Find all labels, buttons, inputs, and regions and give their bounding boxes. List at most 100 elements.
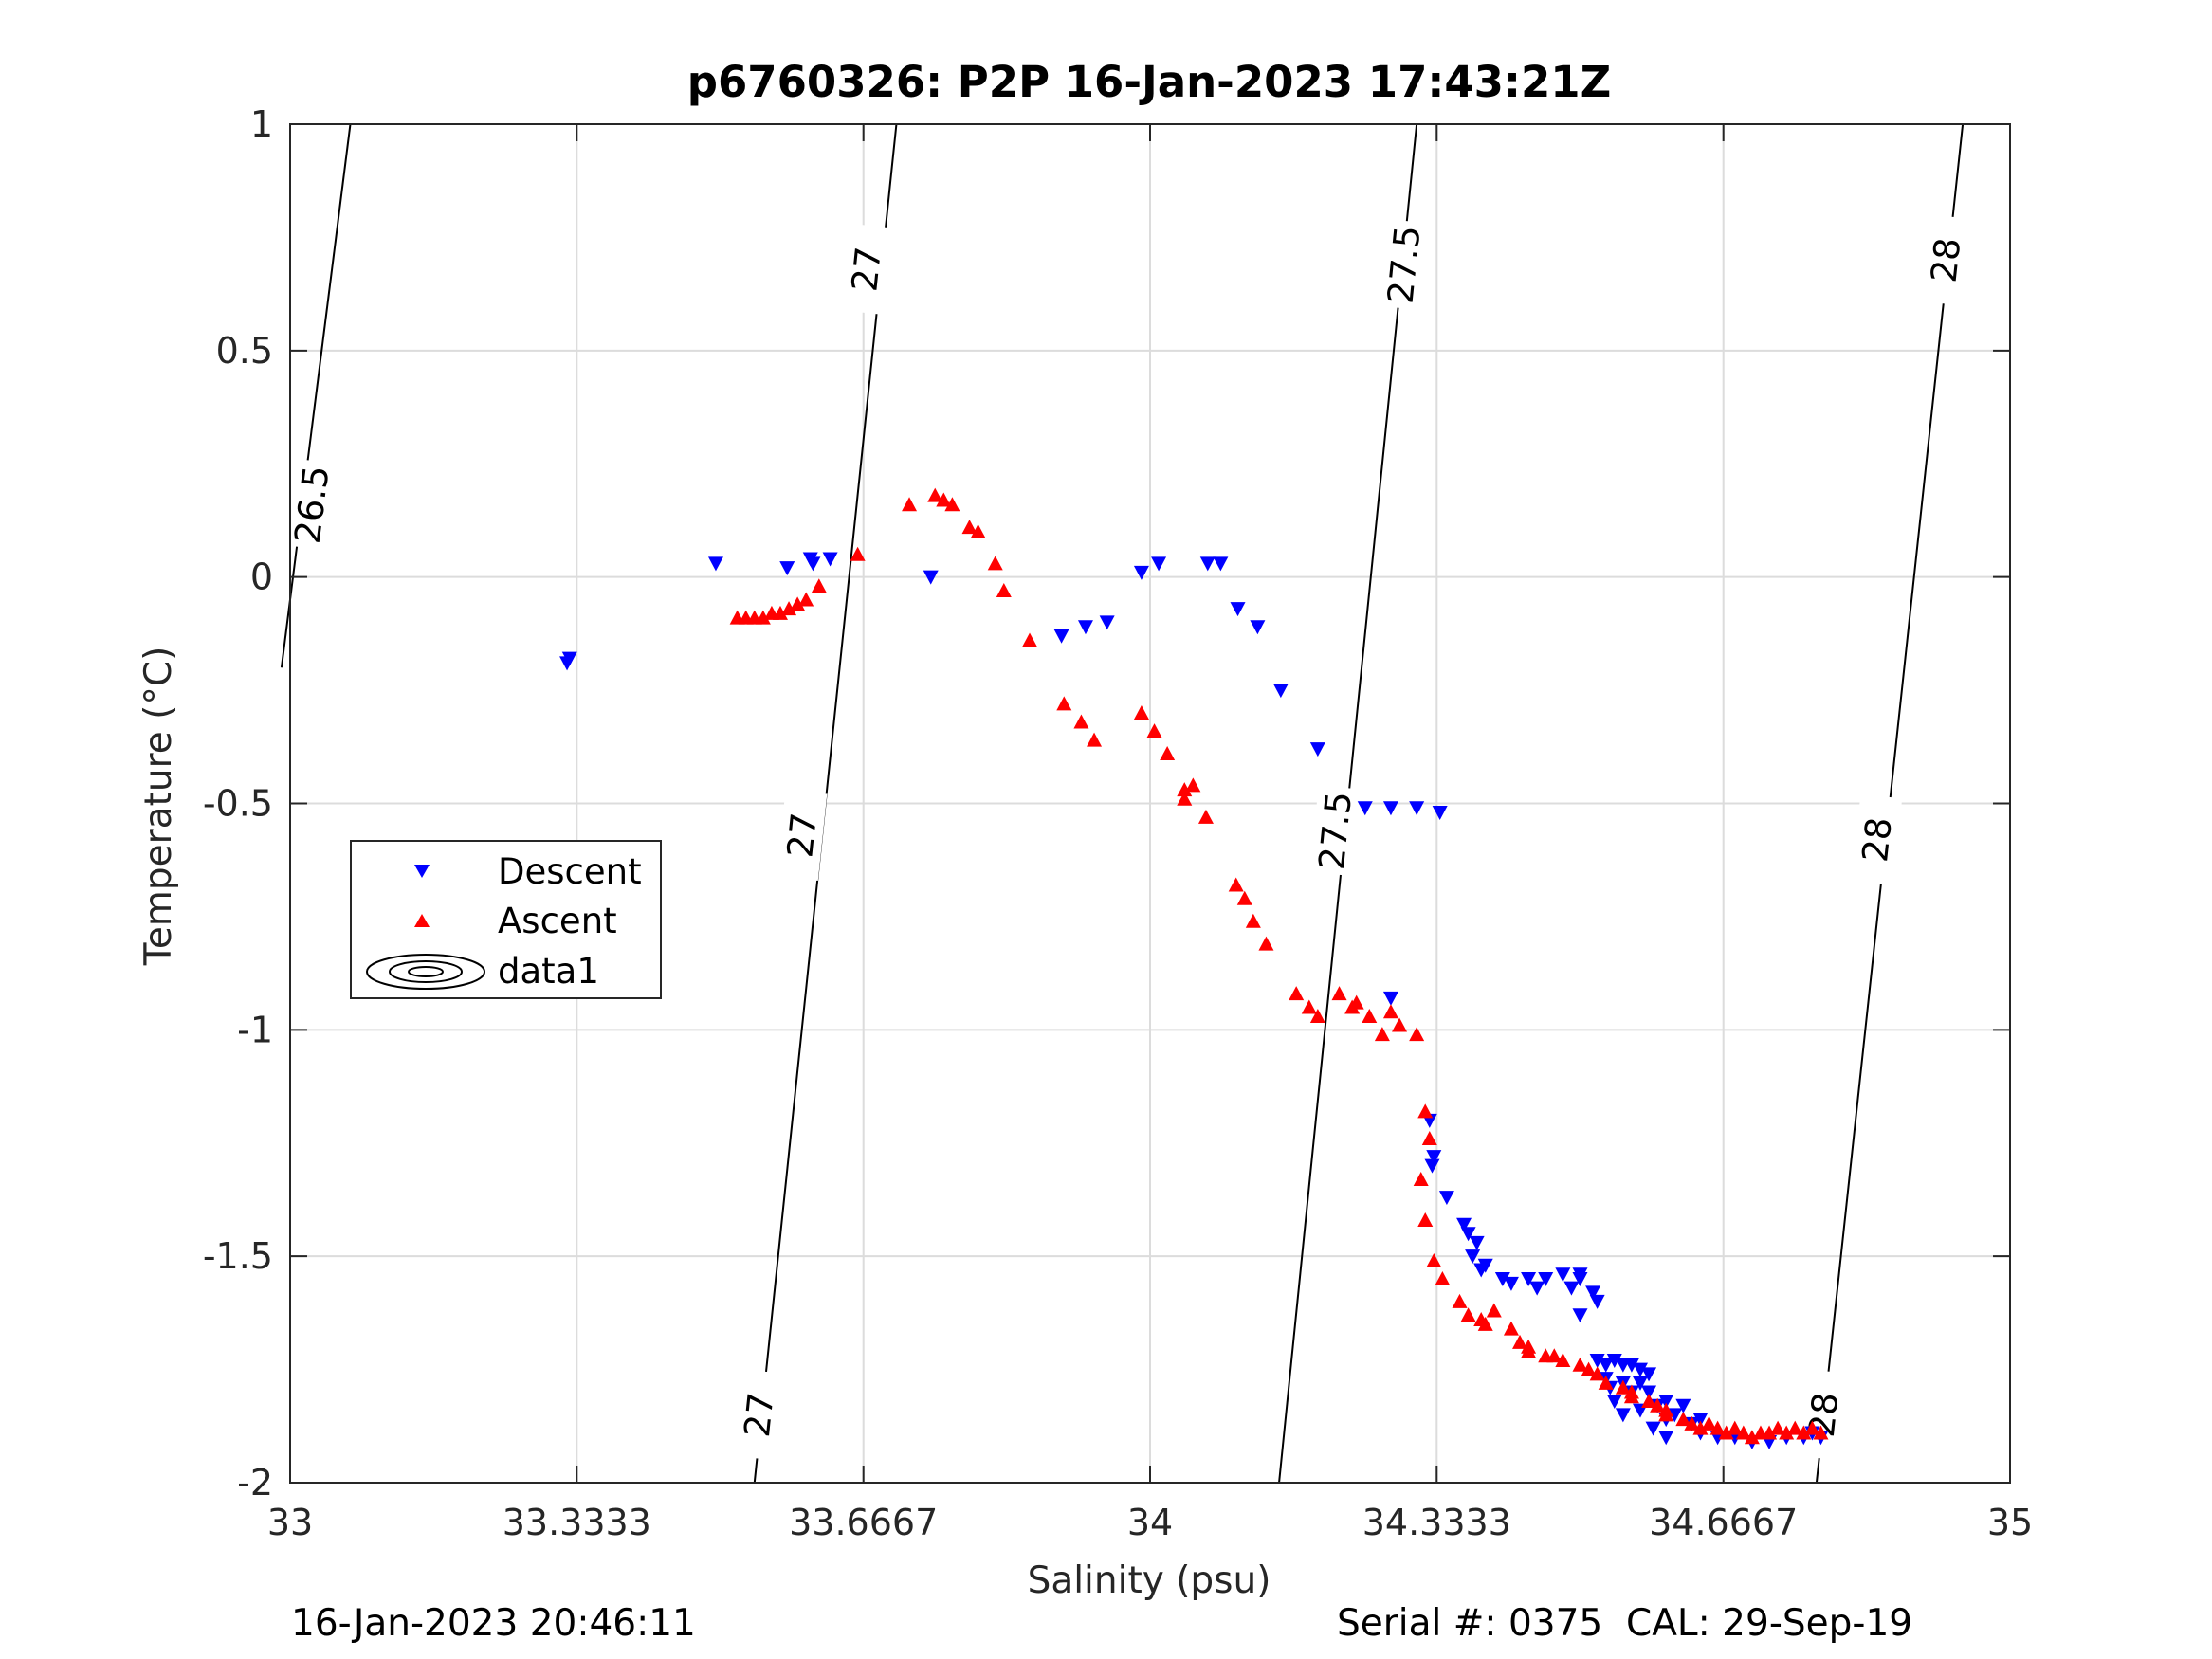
descent-point [1230, 602, 1246, 617]
y-tick-label: -0.5 [203, 783, 273, 825]
ascent-point [1460, 1307, 1476, 1322]
isopycnal-label-text: 27.5 [1311, 790, 1360, 871]
ascent-point [1073, 714, 1089, 729]
descent-point [1503, 1276, 1519, 1291]
descent-point [1424, 1158, 1440, 1174]
x-tick-label: 33.6667 [789, 1502, 938, 1543]
x-tick-label: 35 [1987, 1502, 2033, 1543]
isopycnal-label-bg [733, 1369, 784, 1461]
ascent-point [798, 592, 814, 607]
ascent-point [1417, 1212, 1434, 1227]
isopycnal-line [280, 123, 352, 668]
ascent-point [1521, 1343, 1537, 1358]
ascent-point [1392, 1017, 1408, 1032]
ascent-point [1185, 777, 1201, 793]
descent-point [1432, 806, 1448, 821]
x-tick-label: 34.6667 [1649, 1502, 1798, 1543]
descent-point [1641, 1367, 1657, 1382]
descent-point [1494, 1272, 1510, 1287]
grid [289, 123, 2011, 1484]
ascent-point [1477, 1316, 1493, 1331]
legend-data1-label: data1 [498, 951, 599, 992]
ascent-point [1160, 745, 1176, 760]
y-axis-label: Temperature (°C) [137, 647, 180, 967]
ascent-point [1589, 1366, 1605, 1381]
descent-point [1077, 620, 1093, 635]
descent-point [1658, 1431, 1674, 1446]
isopycnal-label-bg [285, 458, 338, 551]
descent-point [1213, 556, 1229, 572]
descent-point [1250, 620, 1266, 635]
ascent-point [1709, 1420, 1726, 1435]
descent-point [1357, 801, 1373, 816]
descent-point [1572, 1267, 1588, 1283]
isopycnal-label: 27 [841, 223, 892, 315]
isopycnal-label-text: 27.5 [1380, 224, 1429, 305]
legend-descent-label: Descent [498, 851, 642, 892]
ascent-point [755, 610, 771, 625]
isopycnal-label-bg [841, 223, 892, 315]
ascent-point [1309, 1009, 1325, 1024]
ascent-point [1177, 791, 1193, 806]
descent-point [1382, 991, 1398, 1006]
ascent-point [1236, 890, 1252, 905]
ascent-point [1413, 1171, 1429, 1186]
isopycnal-label: 28 [1920, 214, 1971, 306]
descent-point [707, 556, 723, 572]
descent-point [1409, 801, 1425, 816]
isopycnal-label: 26.5 [285, 458, 338, 551]
ascent-point [1452, 1293, 1468, 1308]
descent-point [1623, 1358, 1639, 1373]
ascent-point [1146, 723, 1162, 738]
data-points [559, 487, 1829, 1450]
isopycnal-label-bg [1851, 793, 1903, 885]
descent-point [802, 552, 818, 567]
descent-point [1438, 1191, 1454, 1206]
ascent-point [996, 582, 1012, 597]
ascent-point [1087, 732, 1103, 747]
descent-point [1473, 1263, 1490, 1278]
ascent-point [1362, 1009, 1378, 1024]
axis-ticks: 33 33.3333 33.6667 34 34.3333 34.6667 35 1 0.5 0 -… [203, 103, 2033, 1543]
descent-point [1426, 1150, 1442, 1165]
y-tick-label: -1 [237, 1009, 273, 1050]
ascent-point [811, 578, 827, 593]
ascent-point [1718, 1425, 1734, 1440]
descent-point [1521, 1272, 1537, 1287]
descent-point [1456, 1217, 1472, 1232]
ascent-point [1572, 1357, 1588, 1372]
ascent-point [970, 523, 986, 538]
ascent-point [927, 487, 943, 502]
ascent-point [1374, 1027, 1390, 1042]
ascent-point [936, 492, 952, 507]
ascent-point [1409, 1027, 1425, 1042]
ascent-point [987, 556, 1003, 571]
isopycnal-label: 27.5 [1379, 219, 1430, 311]
descent-point [1133, 565, 1149, 580]
descent-point [1641, 1385, 1657, 1400]
ascent-point [1382, 1004, 1398, 1019]
ascent-point [1348, 994, 1364, 1010]
ascent-point [1197, 809, 1214, 824]
descent-point [1199, 556, 1216, 572]
ascent-point [1762, 1425, 1778, 1440]
ascent-point [944, 497, 960, 512]
descent-point [1151, 556, 1167, 572]
y-tick-label: -2 [237, 1462, 273, 1504]
legend-ascent-label: Ascent [498, 901, 617, 941]
descent-point [1099, 615, 1115, 630]
ascent-point [850, 546, 866, 561]
descent-point [1572, 1308, 1588, 1323]
x-tick-label: 33.3333 [503, 1502, 651, 1543]
ascent-point [1512, 1334, 1528, 1349]
descent-point [1589, 1294, 1605, 1309]
descent-point [779, 561, 795, 576]
ascent-point [1692, 1420, 1709, 1435]
descent-point [1460, 1227, 1476, 1242]
ascent-point [1701, 1415, 1717, 1431]
ascent-point [1744, 1430, 1760, 1445]
descent-point [1615, 1408, 1631, 1423]
ascent-point [1426, 1252, 1442, 1267]
descent-point [1272, 684, 1289, 699]
ascent-point [1787, 1420, 1803, 1435]
